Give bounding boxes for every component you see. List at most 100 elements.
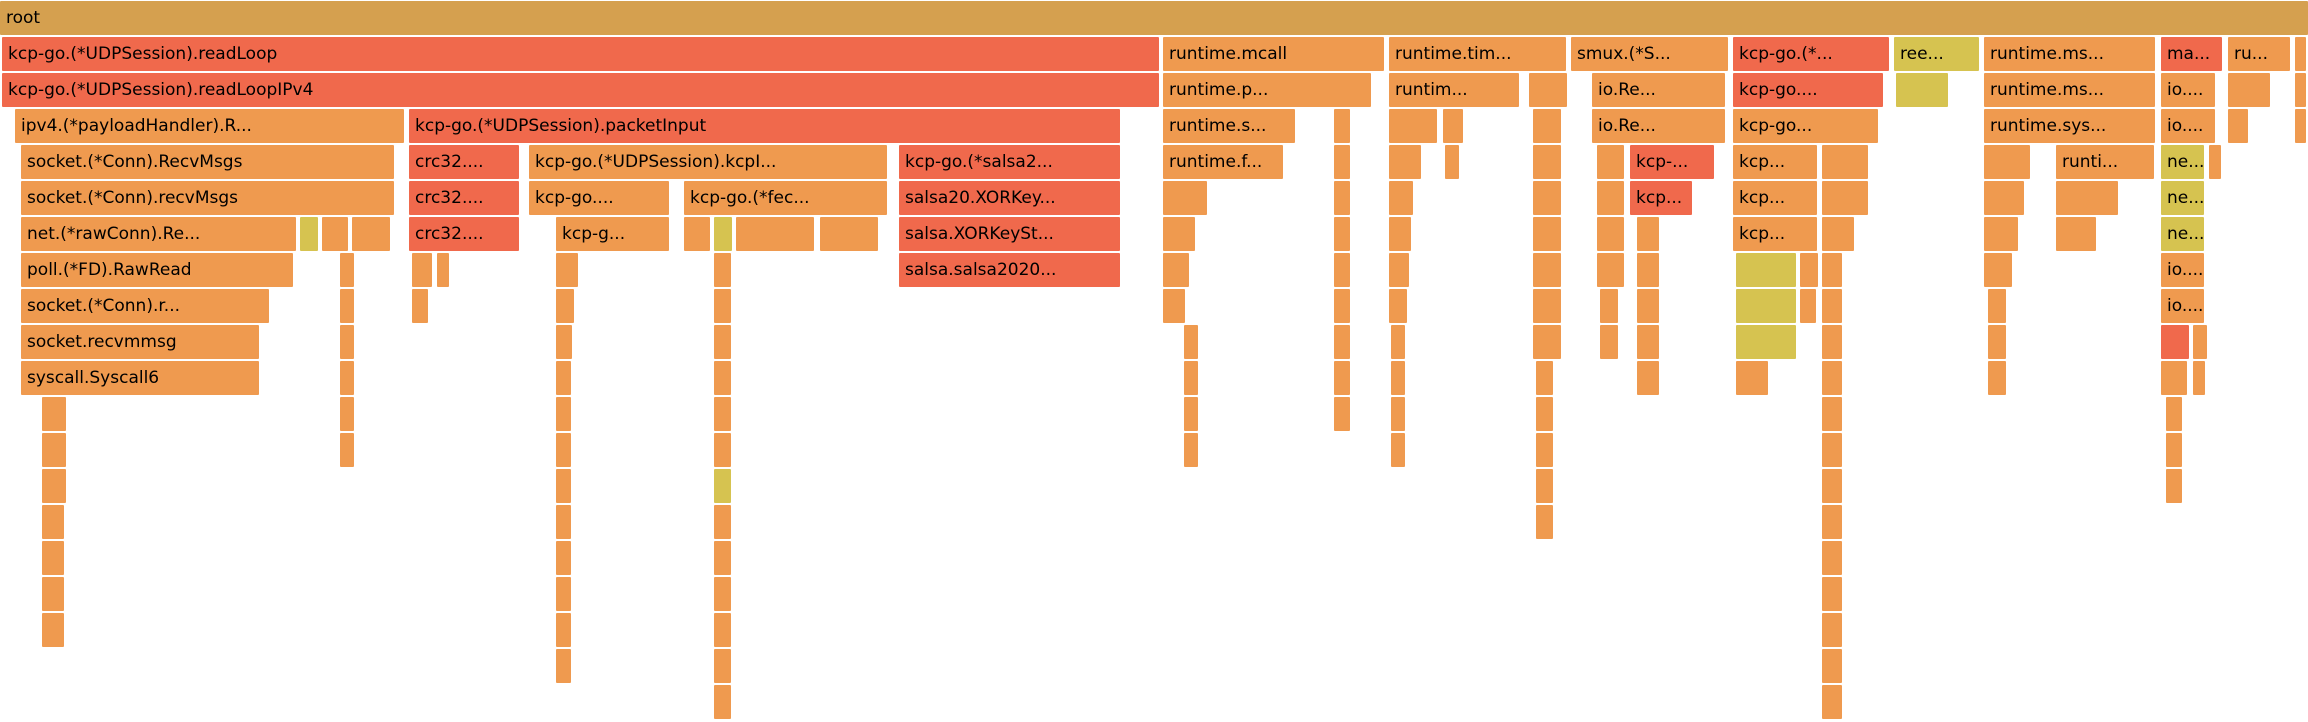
flame-frame[interactable] bbox=[2161, 361, 2187, 395]
flame-frame-ipv4-payloadhandler-r[interactable]: ipv4.(*payloadHandler).R... bbox=[15, 109, 404, 143]
flame-frame[interactable] bbox=[2193, 361, 2205, 395]
flame-frame[interactable] bbox=[1389, 289, 1407, 323]
flame-frame[interactable] bbox=[1334, 217, 1350, 251]
flame-frame[interactable] bbox=[1822, 433, 1842, 467]
flame-frame-kcp-go-salsa2[interactable]: kcp-go.(*salsa2... bbox=[899, 145, 1120, 179]
flame-frame-kcp-go-udpsession-packetinput[interactable]: kcp-go.(*UDPSession).packetInput bbox=[409, 109, 1120, 143]
flame-frame[interactable] bbox=[340, 397, 354, 431]
flame-frame[interactable] bbox=[2166, 397, 2182, 431]
flame-frame[interactable] bbox=[340, 325, 354, 359]
flame-frame[interactable] bbox=[1822, 217, 1854, 251]
flame-frame[interactable] bbox=[1736, 289, 1796, 323]
flame-frame-ma[interactable]: ma... bbox=[2161, 37, 2222, 71]
flame-frame-kcp-go-fec[interactable]: kcp-go.(*fec... bbox=[684, 181, 887, 215]
flame-frame[interactable] bbox=[2193, 325, 2207, 359]
flame-frame[interactable] bbox=[1637, 325, 1659, 359]
flame-frame[interactable] bbox=[1536, 433, 1553, 467]
flame-frame[interactable] bbox=[1896, 73, 1948, 107]
flame-frame[interactable] bbox=[1536, 505, 1553, 539]
flame-frame[interactable] bbox=[1597, 217, 1624, 251]
flame-frame[interactable] bbox=[1536, 469, 1553, 503]
flame-frame[interactable] bbox=[1334, 325, 1350, 359]
flame-frame[interactable] bbox=[1389, 109, 1437, 143]
flame-frame-kcp-go-udpsession-readloop[interactable]: kcp-go.(*UDPSession).readLoop bbox=[2, 37, 1159, 71]
flame-frame[interactable] bbox=[714, 649, 731, 683]
flame-frame[interactable] bbox=[1736, 325, 1796, 359]
flame-frame[interactable] bbox=[1184, 361, 1198, 395]
flame-frame[interactable] bbox=[1389, 145, 1421, 179]
flame-frame[interactable] bbox=[1533, 217, 1561, 251]
flame-frame[interactable] bbox=[714, 505, 731, 539]
flame-frame-crc32[interactable]: crc32.... bbox=[409, 217, 519, 251]
flame-frame[interactable] bbox=[340, 361, 354, 395]
flame-frame[interactable] bbox=[1184, 325, 1198, 359]
flame-frame-kcp[interactable]: kcp... bbox=[1630, 181, 1692, 215]
flame-frame[interactable] bbox=[2228, 73, 2270, 107]
flame-frame-ree[interactable]: ree... bbox=[1894, 37, 1979, 71]
flame-frame-crc32[interactable]: crc32.... bbox=[409, 181, 519, 215]
flame-frame-runtime-ms[interactable]: runtime.ms... bbox=[1984, 37, 2155, 71]
flame-frame[interactable] bbox=[1822, 505, 1842, 539]
flame-frame[interactable] bbox=[556, 253, 578, 287]
flame-frame[interactable] bbox=[42, 505, 64, 539]
flame-frame[interactable] bbox=[1334, 181, 1350, 215]
flame-frame-ne[interactable]: ne... bbox=[2161, 145, 2204, 179]
flame-frame[interactable] bbox=[352, 217, 390, 251]
flame-frame-kcp[interactable]: kcp... bbox=[1733, 217, 1817, 251]
flame-frame-kcp-go-udpsession-kcpi[interactable]: kcp-go.(*UDPSession).kcpI... bbox=[529, 145, 887, 179]
flame-frame-runtim[interactable]: runtim... bbox=[1389, 73, 1519, 107]
flame-frame[interactable] bbox=[412, 289, 428, 323]
flame-frame-salsa-xorkeyst[interactable]: salsa.XORKeySt... bbox=[899, 217, 1120, 251]
flame-frame[interactable] bbox=[42, 469, 66, 503]
flame-frame-runtime-ms[interactable]: runtime.ms... bbox=[1984, 73, 2155, 107]
flame-frame[interactable] bbox=[1822, 577, 1842, 611]
flame-frame[interactable] bbox=[1334, 109, 1350, 143]
flame-frame-ne[interactable]: ne... bbox=[2161, 217, 2204, 251]
flame-frame[interactable] bbox=[340, 433, 354, 467]
flame-frame[interactable] bbox=[556, 397, 571, 431]
flame-frame-runtime-s[interactable]: runtime.s... bbox=[1163, 109, 1295, 143]
flame-frame[interactable] bbox=[556, 469, 571, 503]
flame-frame[interactable] bbox=[437, 253, 449, 287]
flame-frame[interactable] bbox=[300, 217, 318, 251]
flame-frame-socket-conn-recvmsgs[interactable]: socket.(*Conn).recvMsgs bbox=[21, 181, 394, 215]
flame-frame-ru[interactable]: ru... bbox=[2228, 37, 2290, 71]
flame-frame[interactable] bbox=[1163, 253, 1189, 287]
flame-frame[interactable] bbox=[2166, 469, 2182, 503]
flame-frame[interactable] bbox=[1334, 289, 1350, 323]
flame-frame[interactable] bbox=[2056, 181, 2118, 215]
flame-frame-kcp[interactable]: kcp... bbox=[1733, 181, 1817, 215]
flame-frame-runtime-p[interactable]: runtime.p... bbox=[1163, 73, 1371, 107]
flame-frame-io[interactable]: io.... bbox=[2161, 253, 2204, 287]
flame-frame[interactable] bbox=[1736, 361, 1768, 395]
flame-frame[interactable] bbox=[1184, 433, 1198, 467]
flame-frame[interactable] bbox=[1443, 109, 1463, 143]
flame-frame[interactable] bbox=[1445, 145, 1459, 179]
flame-frame[interactable] bbox=[714, 289, 731, 323]
flame-frame-runtime-mcall[interactable]: runtime.mcall bbox=[1163, 37, 1384, 71]
flame-frame[interactable] bbox=[1984, 217, 2018, 251]
flame-frame[interactable] bbox=[1334, 397, 1350, 431]
flame-frame[interactable] bbox=[1637, 361, 1659, 395]
flame-frame[interactable] bbox=[714, 469, 731, 503]
flame-frame[interactable] bbox=[1822, 289, 1842, 323]
flame-frame[interactable] bbox=[1391, 433, 1405, 467]
flame-frame[interactable] bbox=[1984, 253, 2012, 287]
flame-frame[interactable] bbox=[1533, 145, 1561, 179]
flame-frame[interactable] bbox=[714, 217, 732, 251]
flame-frame-socket-conn-recvmsgs[interactable]: socket.(*Conn).RecvMsgs bbox=[21, 145, 394, 179]
flame-frame-io[interactable]: io.... bbox=[2161, 109, 2215, 143]
flame-frame[interactable] bbox=[820, 217, 878, 251]
flame-frame[interactable] bbox=[1822, 145, 1868, 179]
flame-frame[interactable] bbox=[1822, 649, 1842, 683]
flame-frame[interactable] bbox=[1800, 289, 1816, 323]
flame-frame[interactable] bbox=[1529, 73, 1567, 107]
flame-frame[interactable] bbox=[556, 649, 571, 683]
flame-frame[interactable] bbox=[714, 433, 731, 467]
flame-frame[interactable] bbox=[2295, 73, 2306, 107]
flame-frame[interactable] bbox=[714, 361, 731, 395]
flame-frame[interactable] bbox=[1822, 685, 1842, 719]
flame-frame[interactable] bbox=[1389, 217, 1411, 251]
flame-frame[interactable] bbox=[2295, 109, 2306, 143]
flame-frame-runtime-tim[interactable]: runtime.tim... bbox=[1389, 37, 1566, 71]
